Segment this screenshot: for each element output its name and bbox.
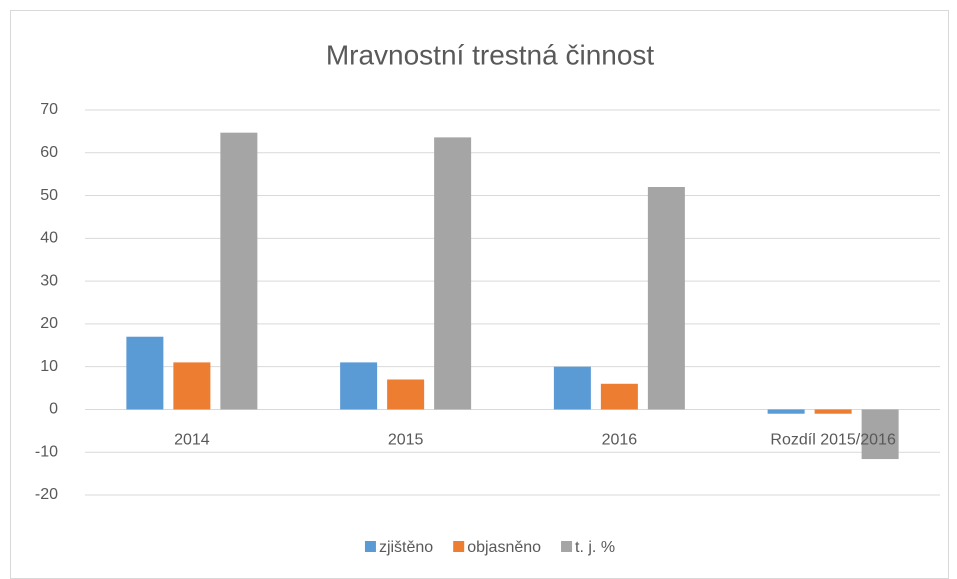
- bar: [387, 379, 425, 410]
- bar: [434, 137, 472, 410]
- legend-label: t. j. %: [575, 539, 615, 556]
- legend-swatch: [561, 541, 573, 552]
- y-tick-label: 40: [40, 230, 58, 247]
- y-tick-label: -10: [35, 443, 58, 460]
- legend-swatch: [453, 541, 465, 552]
- legend-swatch: [364, 541, 376, 552]
- bar: [220, 132, 258, 410]
- chart-border: [10, 10, 949, 579]
- y-tick-label: 60: [40, 144, 58, 161]
- bar: [861, 409, 899, 460]
- y-tick-label: 70: [40, 101, 58, 118]
- bar: [600, 383, 638, 410]
- y-tick-label: 50: [40, 187, 58, 204]
- y-tick-label: -20: [35, 486, 58, 503]
- x-tick-label: 2014: [174, 432, 210, 449]
- y-tick-label: 30: [40, 272, 58, 289]
- chart-title: Mravnostní trestná činnost: [326, 39, 655, 70]
- bar: [814, 409, 852, 414]
- bar: [767, 409, 805, 414]
- bar: [647, 187, 685, 410]
- y-tick-label: 20: [40, 315, 58, 332]
- y-tick-label: 0: [49, 401, 58, 418]
- y-tick-label: 10: [40, 358, 58, 375]
- bar: [173, 362, 211, 410]
- x-tick-label: Rozdíl 2015/2016: [770, 432, 896, 449]
- bar: [553, 366, 591, 410]
- bar: [340, 362, 378, 410]
- legend-label: objasněno: [467, 539, 541, 556]
- x-tick-label: 2016: [602, 432, 638, 449]
- legend-label: zjištěno: [379, 539, 433, 556]
- x-tick-label: 2015: [388, 432, 424, 449]
- bar: [126, 336, 164, 410]
